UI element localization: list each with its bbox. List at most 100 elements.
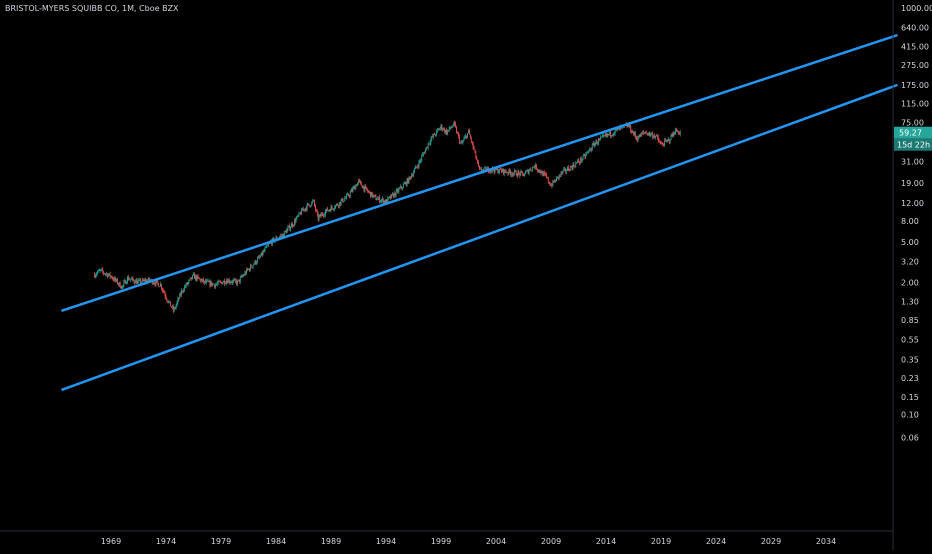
candle bbox=[331, 205, 333, 210]
candle bbox=[258, 254, 259, 259]
candle bbox=[293, 224, 294, 228]
candle bbox=[587, 151, 589, 154]
candle bbox=[217, 279, 219, 285]
candle bbox=[287, 225, 289, 232]
candle bbox=[115, 276, 116, 283]
candle bbox=[455, 121, 457, 129]
time-axis[interactable]: 1969 1974 1979 1984 1989 1994 1999 2004 2009 2014… bbox=[0, 530, 893, 546]
candle bbox=[227, 278, 228, 284]
candle bbox=[178, 297, 180, 302]
candle bbox=[323, 213, 325, 219]
candle bbox=[593, 141, 595, 149]
candle bbox=[294, 217, 296, 225]
candle bbox=[394, 192, 396, 197]
candle bbox=[430, 136, 432, 146]
y-tick-label: 75.00 bbox=[901, 118, 924, 127]
channel-line-upper[interactable] bbox=[61, 33, 898, 313]
candle bbox=[433, 133, 435, 140]
candle bbox=[148, 276, 149, 282]
candle bbox=[460, 140, 462, 145]
candle bbox=[534, 164, 535, 170]
candle bbox=[540, 170, 542, 176]
candle bbox=[194, 274, 196, 281]
candle bbox=[370, 191, 371, 199]
candle bbox=[206, 278, 208, 282]
candle bbox=[172, 304, 174, 314]
candle bbox=[509, 167, 511, 174]
price-axis[interactable]: 2400.001600.001000.00640.00415.00275.001… bbox=[892, 0, 932, 550]
candle bbox=[260, 253, 261, 258]
candle bbox=[600, 135, 601, 141]
candle bbox=[431, 135, 433, 141]
candle bbox=[585, 152, 587, 159]
candle bbox=[229, 280, 231, 285]
candle bbox=[222, 281, 224, 285]
candle bbox=[401, 185, 402, 191]
candle bbox=[135, 278, 137, 284]
candle bbox=[498, 169, 500, 175]
x-tick-label: 2009 bbox=[541, 537, 561, 546]
channel-lines[interactable] bbox=[61, 33, 898, 392]
candle bbox=[531, 169, 533, 172]
candle bbox=[183, 288, 184, 294]
candle bbox=[526, 168, 528, 172]
candle bbox=[124, 278, 126, 283]
candle bbox=[209, 280, 211, 289]
candle bbox=[553, 180, 555, 183]
candle bbox=[324, 212, 325, 218]
candle bbox=[678, 130, 679, 135]
candle bbox=[369, 190, 370, 195]
candle bbox=[194, 272, 195, 279]
candle bbox=[337, 203, 338, 206]
y-tick-label: 115.00 bbox=[901, 99, 929, 108]
candle bbox=[119, 281, 121, 288]
candle bbox=[415, 166, 417, 169]
candle bbox=[539, 169, 541, 174]
candle bbox=[362, 184, 364, 189]
candle bbox=[658, 138, 660, 143]
candle bbox=[510, 169, 512, 177]
candle bbox=[220, 280, 222, 284]
candle bbox=[168, 300, 170, 304]
candle bbox=[204, 280, 205, 285]
candle bbox=[655, 135, 656, 140]
candle bbox=[512, 171, 513, 178]
candle bbox=[596, 139, 598, 144]
candle bbox=[610, 130, 611, 139]
candle bbox=[327, 210, 329, 212]
x-tick-label: 2019 bbox=[651, 537, 671, 546]
candle bbox=[171, 306, 172, 309]
y-tick-label: 1000.00 bbox=[901, 4, 932, 13]
candle bbox=[612, 133, 613, 137]
candle bbox=[320, 212, 322, 218]
candle bbox=[272, 236, 274, 241]
candle bbox=[523, 173, 524, 177]
candle bbox=[216, 280, 218, 287]
candle bbox=[661, 141, 663, 145]
candle bbox=[164, 291, 166, 299]
bar-countdown-label: 15d 22h bbox=[897, 141, 930, 150]
channel-line-lower[interactable] bbox=[61, 83, 898, 392]
candle bbox=[348, 194, 350, 199]
candle bbox=[378, 196, 380, 201]
candle bbox=[288, 225, 290, 228]
candle bbox=[304, 207, 306, 213]
candle bbox=[291, 221, 292, 228]
candle bbox=[659, 140, 661, 145]
candle bbox=[211, 281, 213, 287]
candle bbox=[657, 134, 659, 143]
candle bbox=[333, 208, 335, 211]
candle bbox=[470, 136, 472, 144]
candle bbox=[402, 186, 403, 191]
candle bbox=[635, 135, 637, 141]
candle bbox=[677, 129, 678, 133]
candle bbox=[117, 282, 119, 287]
candle bbox=[669, 139, 671, 144]
candle bbox=[632, 129, 633, 134]
candle bbox=[637, 136, 639, 143]
candle bbox=[97, 269, 99, 274]
candle bbox=[311, 201, 313, 207]
candle bbox=[225, 281, 226, 285]
